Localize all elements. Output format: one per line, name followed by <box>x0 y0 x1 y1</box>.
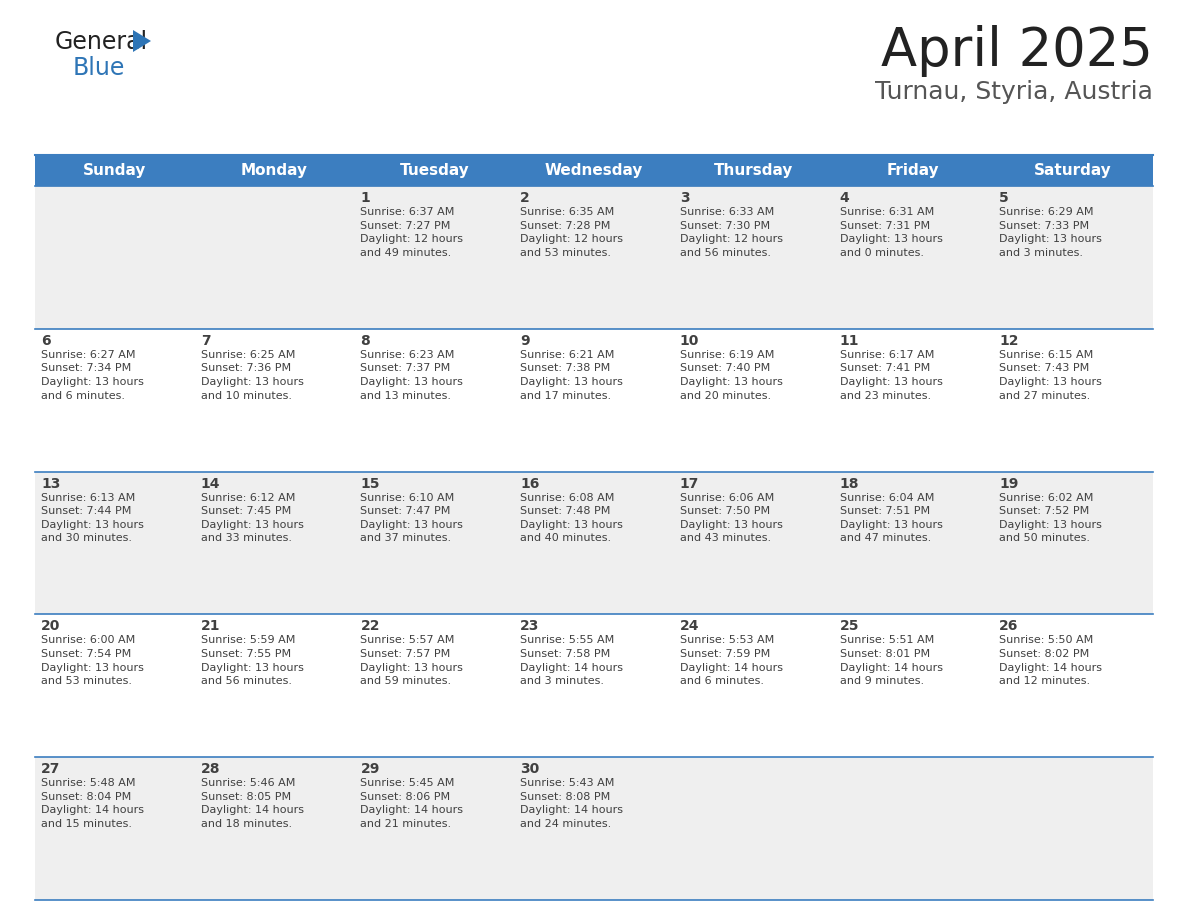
Text: April 2025: April 2025 <box>881 25 1154 77</box>
Text: Sunrise: 6:21 AM
Sunset: 7:38 PM
Daylight: 13 hours
and 17 minutes.: Sunrise: 6:21 AM Sunset: 7:38 PM Dayligh… <box>520 350 623 400</box>
Text: Sunrise: 6:17 AM
Sunset: 7:41 PM
Daylight: 13 hours
and 23 minutes.: Sunrise: 6:17 AM Sunset: 7:41 PM Dayligh… <box>840 350 942 400</box>
Text: Sunrise: 5:53 AM
Sunset: 7:59 PM
Daylight: 14 hours
and 6 minutes.: Sunrise: 5:53 AM Sunset: 7:59 PM Dayligh… <box>680 635 783 686</box>
Text: Sunrise: 6:06 AM
Sunset: 7:50 PM
Daylight: 13 hours
and 43 minutes.: Sunrise: 6:06 AM Sunset: 7:50 PM Dayligh… <box>680 493 783 543</box>
Text: 18: 18 <box>840 476 859 490</box>
Text: Saturday: Saturday <box>1035 163 1112 178</box>
Bar <box>34 155 1154 186</box>
Text: Sunrise: 6:23 AM
Sunset: 7:37 PM
Daylight: 13 hours
and 13 minutes.: Sunrise: 6:23 AM Sunset: 7:37 PM Dayligh… <box>360 350 463 400</box>
Text: General: General <box>55 30 148 54</box>
Text: Sunrise: 5:43 AM
Sunset: 8:08 PM
Daylight: 14 hours
and 24 minutes.: Sunrise: 5:43 AM Sunset: 8:08 PM Dayligh… <box>520 778 624 829</box>
Text: 7: 7 <box>201 334 210 348</box>
Text: Tuesday: Tuesday <box>399 163 469 178</box>
Text: Sunrise: 6:00 AM
Sunset: 7:54 PM
Daylight: 13 hours
and 53 minutes.: Sunrise: 6:00 AM Sunset: 7:54 PM Dayligh… <box>42 635 144 686</box>
Text: 10: 10 <box>680 334 700 348</box>
Text: 4: 4 <box>840 191 849 205</box>
Text: 15: 15 <box>360 476 380 490</box>
Text: Sunrise: 5:55 AM
Sunset: 7:58 PM
Daylight: 14 hours
and 3 minutes.: Sunrise: 5:55 AM Sunset: 7:58 PM Dayligh… <box>520 635 624 686</box>
Text: 14: 14 <box>201 476 220 490</box>
Text: 16: 16 <box>520 476 539 490</box>
Text: 23: 23 <box>520 620 539 633</box>
Text: 5: 5 <box>999 191 1009 205</box>
Text: 22: 22 <box>360 620 380 633</box>
Text: Sunrise: 5:46 AM
Sunset: 8:05 PM
Daylight: 14 hours
and 18 minutes.: Sunrise: 5:46 AM Sunset: 8:05 PM Dayligh… <box>201 778 304 829</box>
Text: Sunrise: 6:08 AM
Sunset: 7:48 PM
Daylight: 13 hours
and 40 minutes.: Sunrise: 6:08 AM Sunset: 7:48 PM Dayligh… <box>520 493 623 543</box>
Text: 8: 8 <box>360 334 371 348</box>
Text: 13: 13 <box>42 476 61 490</box>
Text: Sunrise: 6:29 AM
Sunset: 7:33 PM
Daylight: 13 hours
and 3 minutes.: Sunrise: 6:29 AM Sunset: 7:33 PM Dayligh… <box>999 207 1102 258</box>
Text: 26: 26 <box>999 620 1018 633</box>
Text: Friday: Friday <box>887 163 940 178</box>
Text: 24: 24 <box>680 620 700 633</box>
Text: 2: 2 <box>520 191 530 205</box>
Text: Sunrise: 6:31 AM
Sunset: 7:31 PM
Daylight: 13 hours
and 0 minutes.: Sunrise: 6:31 AM Sunset: 7:31 PM Dayligh… <box>840 207 942 258</box>
Text: Sunrise: 6:33 AM
Sunset: 7:30 PM
Daylight: 12 hours
and 56 minutes.: Sunrise: 6:33 AM Sunset: 7:30 PM Dayligh… <box>680 207 783 258</box>
Text: 29: 29 <box>360 762 380 777</box>
Text: Sunday: Sunday <box>83 163 146 178</box>
Text: Wednesday: Wednesday <box>545 163 643 178</box>
Text: Monday: Monday <box>241 163 308 178</box>
Text: Sunrise: 5:50 AM
Sunset: 8:02 PM
Daylight: 14 hours
and 12 minutes.: Sunrise: 5:50 AM Sunset: 8:02 PM Dayligh… <box>999 635 1102 686</box>
Text: 27: 27 <box>42 762 61 777</box>
Text: Sunrise: 6:35 AM
Sunset: 7:28 PM
Daylight: 12 hours
and 53 minutes.: Sunrise: 6:35 AM Sunset: 7:28 PM Dayligh… <box>520 207 624 258</box>
Text: Thursday: Thursday <box>714 163 794 178</box>
Bar <box>34 186 1154 329</box>
Bar <box>34 757 1154 900</box>
Text: Sunrise: 6:25 AM
Sunset: 7:36 PM
Daylight: 13 hours
and 10 minutes.: Sunrise: 6:25 AM Sunset: 7:36 PM Dayligh… <box>201 350 304 400</box>
Text: Sunrise: 5:51 AM
Sunset: 8:01 PM
Daylight: 14 hours
and 9 minutes.: Sunrise: 5:51 AM Sunset: 8:01 PM Dayligh… <box>840 635 942 686</box>
Text: 1: 1 <box>360 191 371 205</box>
Text: 17: 17 <box>680 476 700 490</box>
Text: Sunrise: 5:59 AM
Sunset: 7:55 PM
Daylight: 13 hours
and 56 minutes.: Sunrise: 5:59 AM Sunset: 7:55 PM Dayligh… <box>201 635 304 686</box>
Bar <box>34 329 1154 472</box>
Bar <box>34 472 1154 614</box>
Text: 28: 28 <box>201 762 220 777</box>
Text: 30: 30 <box>520 762 539 777</box>
Text: Sunrise: 5:48 AM
Sunset: 8:04 PM
Daylight: 14 hours
and 15 minutes.: Sunrise: 5:48 AM Sunset: 8:04 PM Dayligh… <box>42 778 144 829</box>
Text: Sunrise: 6:13 AM
Sunset: 7:44 PM
Daylight: 13 hours
and 30 minutes.: Sunrise: 6:13 AM Sunset: 7:44 PM Dayligh… <box>42 493 144 543</box>
Text: Sunrise: 6:10 AM
Sunset: 7:47 PM
Daylight: 13 hours
and 37 minutes.: Sunrise: 6:10 AM Sunset: 7:47 PM Dayligh… <box>360 493 463 543</box>
Text: Sunrise: 6:04 AM
Sunset: 7:51 PM
Daylight: 13 hours
and 47 minutes.: Sunrise: 6:04 AM Sunset: 7:51 PM Dayligh… <box>840 493 942 543</box>
Text: 9: 9 <box>520 334 530 348</box>
Text: 6: 6 <box>42 334 51 348</box>
Text: 12: 12 <box>999 334 1019 348</box>
Text: Sunrise: 6:02 AM
Sunset: 7:52 PM
Daylight: 13 hours
and 50 minutes.: Sunrise: 6:02 AM Sunset: 7:52 PM Dayligh… <box>999 493 1102 543</box>
Text: Blue: Blue <box>72 56 126 80</box>
Polygon shape <box>133 30 151 52</box>
Text: 11: 11 <box>840 334 859 348</box>
Text: Sunrise: 6:15 AM
Sunset: 7:43 PM
Daylight: 13 hours
and 27 minutes.: Sunrise: 6:15 AM Sunset: 7:43 PM Dayligh… <box>999 350 1102 400</box>
Bar <box>34 614 1154 757</box>
Text: 20: 20 <box>42 620 61 633</box>
Text: Sunrise: 6:19 AM
Sunset: 7:40 PM
Daylight: 13 hours
and 20 minutes.: Sunrise: 6:19 AM Sunset: 7:40 PM Dayligh… <box>680 350 783 400</box>
Text: 21: 21 <box>201 620 220 633</box>
Text: 19: 19 <box>999 476 1018 490</box>
Text: Sunrise: 6:27 AM
Sunset: 7:34 PM
Daylight: 13 hours
and 6 minutes.: Sunrise: 6:27 AM Sunset: 7:34 PM Dayligh… <box>42 350 144 400</box>
Text: Turnau, Styria, Austria: Turnau, Styria, Austria <box>876 80 1154 104</box>
Text: 25: 25 <box>840 620 859 633</box>
Text: Sunrise: 6:37 AM
Sunset: 7:27 PM
Daylight: 12 hours
and 49 minutes.: Sunrise: 6:37 AM Sunset: 7:27 PM Dayligh… <box>360 207 463 258</box>
Text: 3: 3 <box>680 191 689 205</box>
Text: Sunrise: 6:12 AM
Sunset: 7:45 PM
Daylight: 13 hours
and 33 minutes.: Sunrise: 6:12 AM Sunset: 7:45 PM Dayligh… <box>201 493 304 543</box>
Text: Sunrise: 5:45 AM
Sunset: 8:06 PM
Daylight: 14 hours
and 21 minutes.: Sunrise: 5:45 AM Sunset: 8:06 PM Dayligh… <box>360 778 463 829</box>
Text: Sunrise: 5:57 AM
Sunset: 7:57 PM
Daylight: 13 hours
and 59 minutes.: Sunrise: 5:57 AM Sunset: 7:57 PM Dayligh… <box>360 635 463 686</box>
